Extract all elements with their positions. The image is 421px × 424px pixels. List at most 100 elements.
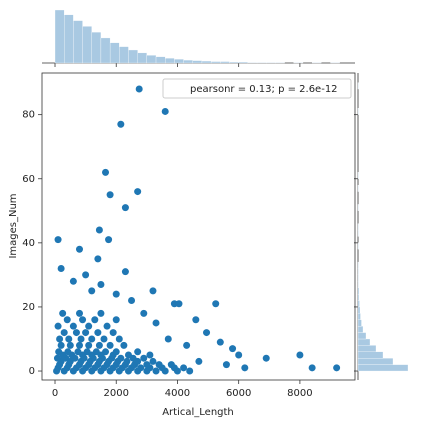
point: [60, 329, 68, 337]
point: [137, 364, 145, 372]
point: [195, 357, 203, 365]
point: [75, 341, 83, 349]
point: [64, 348, 72, 356]
point: [222, 361, 230, 369]
y-tick-label: 0: [29, 366, 35, 377]
point: [333, 364, 341, 372]
hist-bar: [357, 287, 360, 295]
y-axis-label: Images_Num: [8, 193, 19, 258]
hist-bar: [109, 42, 120, 64]
point: [59, 309, 67, 317]
hist-bar: [357, 185, 359, 192]
hist-bar: [155, 56, 166, 64]
x-tick-label: 6000: [226, 388, 251, 399]
point: [105, 236, 113, 244]
point: [54, 322, 62, 330]
point: [57, 341, 65, 349]
point: [109, 329, 117, 337]
point: [72, 329, 80, 337]
y-tick-label: 60: [22, 174, 35, 185]
hist-bar: [174, 58, 184, 64]
point: [82, 329, 90, 337]
point: [103, 322, 111, 330]
hist-bar: [357, 204, 359, 211]
point: [143, 361, 151, 369]
y-tick-label: 80: [22, 110, 35, 121]
hist-bar: [357, 364, 409, 372]
point: [186, 367, 194, 375]
hist-bar: [357, 313, 361, 320]
point: [97, 281, 105, 289]
point: [149, 287, 157, 295]
point: [88, 335, 96, 343]
hist-bar: [357, 345, 377, 352]
point: [63, 316, 71, 324]
point: [85, 322, 93, 330]
x-axis-label: Artical_Length: [162, 407, 234, 418]
hist-bar: [357, 229, 359, 237]
hist-bar: [357, 242, 359, 250]
hist-bar: [183, 59, 193, 64]
hist-bar: [357, 268, 359, 276]
point: [134, 188, 142, 196]
point: [123, 357, 131, 365]
hist-bar: [357, 281, 359, 288]
legend-text: pearsonr = 0.13; p = 2.6e-12: [190, 84, 338, 95]
point: [77, 335, 85, 343]
point: [167, 361, 175, 369]
point: [79, 316, 87, 324]
point: [140, 309, 148, 317]
point: [83, 348, 91, 356]
legend-box: [162, 78, 352, 99]
point: [121, 268, 129, 276]
point: [94, 329, 102, 337]
hist-bar: [357, 338, 371, 346]
point: [140, 354, 148, 362]
hist-bar: [357, 223, 359, 231]
point: [308, 364, 316, 372]
point: [180, 364, 188, 372]
point: [296, 351, 304, 359]
hist-bar: [220, 61, 230, 64]
hist-bar: [357, 82, 359, 90]
point: [88, 287, 96, 295]
point: [128, 297, 136, 305]
hist-bar: [357, 172, 359, 179]
point: [149, 357, 157, 365]
point: [54, 236, 62, 244]
hist-bar: [82, 26, 92, 64]
point: [135, 85, 143, 93]
point: [121, 204, 129, 212]
point: [75, 309, 83, 317]
hist-bar: [137, 52, 147, 64]
point: [94, 255, 102, 263]
point: [161, 107, 169, 115]
hist-bar: [357, 326, 364, 333]
hist-bar: [201, 60, 212, 64]
hist-bar: [357, 293, 360, 301]
point: [124, 351, 132, 359]
hist-bar: [357, 306, 361, 314]
hist-bar: [357, 332, 367, 340]
main-frame: [41, 72, 356, 381]
point: [74, 348, 82, 356]
point: [66, 341, 74, 349]
point: [56, 335, 64, 343]
point: [112, 290, 120, 298]
point: [91, 316, 99, 324]
point: [92, 348, 100, 356]
hist-bar: [357, 108, 359, 115]
hist-bar: [210, 61, 221, 64]
hist-bar: [146, 55, 157, 64]
point: [117, 354, 125, 362]
point: [175, 300, 183, 308]
hist-bar: [357, 351, 384, 359]
point: [75, 245, 83, 253]
point: [216, 338, 224, 346]
point: [102, 168, 110, 176]
point: [69, 322, 77, 330]
point: [235, 351, 243, 359]
point: [155, 361, 163, 369]
point: [120, 341, 128, 349]
